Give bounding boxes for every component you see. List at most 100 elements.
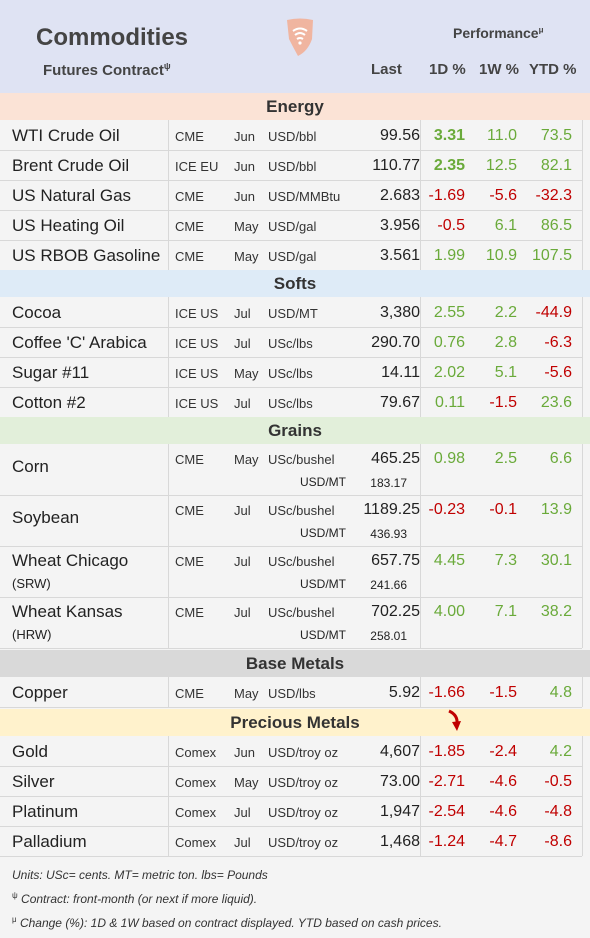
contract-month: Jul	[234, 805, 251, 820]
commodity-name: Silver	[12, 772, 55, 791]
change-1w: 2.2	[494, 304, 517, 321]
change-1d: -1.85	[428, 743, 465, 760]
last-price: 110.77	[372, 157, 420, 174]
change-1d: -2.54	[428, 803, 465, 820]
subtitle-text: Futures Contract	[43, 62, 164, 79]
exchange: Comex	[175, 835, 217, 850]
table-row: Copper CME May USD/lbs 5.92 -1.66 -1.5 4.8	[0, 677, 590, 707]
contract-month: Jul	[234, 396, 251, 411]
change-1d: 4.45	[433, 552, 465, 569]
commodity-name: Cotton #2	[12, 393, 86, 412]
exchange: ICE US	[175, 396, 219, 411]
column-divider	[582, 444, 583, 648]
table-row: Soybean CME Jul USc/bushel 1189.25 USD/MT 436.…	[0, 495, 590, 546]
change-1d: 0.98	[433, 450, 465, 467]
change-1d: 0.76	[433, 334, 465, 351]
column-divider	[168, 120, 169, 270]
note-change-sym: μ	[12, 915, 17, 924]
col-1w: 1W %	[479, 61, 520, 78]
last-price: 1,947	[379, 803, 420, 820]
commodity-name: Coffee 'C' Arabica	[12, 333, 147, 352]
last-price: 4,607	[379, 743, 420, 760]
row-separator	[0, 707, 582, 708]
exchange: CME	[175, 249, 204, 264]
change-1d: 3.31	[433, 127, 465, 144]
table-row: WTI Crude Oil CME Jun USD/bbl 99.56 3.31 11.0 7…	[0, 120, 590, 150]
commodity-name: US RBOB Gasoline	[12, 246, 161, 265]
exchange: CME	[175, 554, 204, 569]
row-separator	[0, 210, 582, 211]
commodity-name: Sugar #11	[12, 363, 90, 382]
change-1w: 6.1	[494, 217, 517, 234]
unit: USD/bbl	[268, 129, 317, 144]
note-contract: ψ Contract: front-month (or next if more…	[12, 891, 257, 906]
contract-month: May	[234, 452, 259, 467]
row-separator	[0, 387, 582, 388]
change-ytd: -8.6	[544, 833, 572, 850]
table-row: US Natural Gas CME Jun USD/MMBtu 2.683 -1.69 -…	[0, 180, 590, 210]
last-price: 1,468	[379, 833, 420, 850]
last-price: 2.683	[379, 187, 420, 204]
last-price: 99.56	[379, 127, 420, 144]
table-row: Wheat Chicago (SRW) CME Jul USc/bushel 657.75…	[0, 546, 590, 597]
change-1d: -2.71	[428, 773, 465, 790]
change-1d: -1.66	[428, 684, 465, 701]
table-row: Corn CME May USc/bushel 465.25 USD/MT 183.17 0.…	[0, 444, 590, 495]
contract-month: Jun	[234, 189, 255, 204]
commodity-name: Soybean	[12, 508, 80, 527]
table-row: US RBOB Gasoline CME May USD/gal 3.561 1.99 10…	[0, 240, 590, 270]
change-ytd: 73.5	[540, 127, 572, 144]
column-divider	[420, 120, 421, 270]
change-1w: -4.7	[489, 833, 517, 850]
unit: USc/bushel	[268, 554, 335, 569]
unit: USc/lbs	[268, 396, 313, 411]
contract-month: Jul	[234, 835, 251, 850]
change-1w: -2.4	[489, 743, 517, 760]
row-separator	[0, 796, 582, 797]
exchange: CME	[175, 686, 204, 701]
contract-month: May	[234, 219, 259, 234]
unit: USD/troy oz	[268, 745, 339, 760]
exchange: ICE US	[175, 336, 219, 351]
table-row: Cocoa ICE US Jul USD/MT 3,380 2.55 2.2 -44.9	[0, 297, 590, 327]
column-divider	[168, 297, 169, 417]
table-row: Gold Comex Jun USD/troy oz 4,607 -1.85 -2.4 4.2	[0, 736, 590, 766]
row-separator	[0, 180, 582, 181]
section-header-softs: Softs	[0, 270, 590, 297]
performance-sup: μ	[538, 25, 544, 35]
commodity-subname: (SRW)	[12, 576, 51, 591]
unit: USc/bushel	[268, 452, 335, 467]
exchange: CME	[175, 503, 204, 518]
page-subtitle: Futures Contractψ	[43, 61, 171, 79]
change-ytd: 23.6	[540, 394, 572, 411]
change-ytd: 6.6	[549, 450, 572, 467]
change-ytd: 30.1	[540, 552, 572, 569]
column-divider	[420, 736, 421, 856]
table-row: Silver Comex May USD/troy oz 73.00 -2.71 -4.6 -…	[0, 766, 590, 796]
last-price-secondary: 258.01	[370, 629, 407, 643]
last-price: 3.956	[379, 217, 420, 234]
commodity-name: Platinum	[12, 802, 79, 821]
change-ytd: -6.3	[544, 334, 572, 351]
change-1d: -1.24	[428, 833, 465, 850]
commodity-name: US Natural Gas	[12, 186, 132, 205]
column-divider	[168, 677, 169, 707]
table-row: Cotton #2 ICE US Jul USc/lbs 79.67 0.11 -1.5 23…	[0, 387, 590, 417]
last-price: 1189.25	[363, 501, 420, 518]
change-1w: -0.1	[489, 501, 517, 518]
commodity-name: Brent Crude Oil	[12, 156, 130, 175]
note-contract-sym: ψ	[12, 891, 18, 900]
table-row: Sugar #11 ICE US May USc/lbs 14.11 2.02 5.1 -5.…	[0, 357, 590, 387]
contract-month: Jul	[234, 554, 251, 569]
exchange: CME	[175, 605, 204, 620]
change-ytd: -0.5	[544, 773, 572, 790]
change-1w: -5.6	[489, 187, 517, 204]
section-header-energy: Energy	[0, 93, 590, 120]
row-separator	[0, 826, 582, 827]
commodity-name: Corn	[12, 457, 49, 476]
last-price: 657.75	[371, 552, 420, 569]
unit: USD/MT	[268, 306, 318, 321]
col-ytd: YTD %	[529, 61, 577, 78]
commodity-name: Wheat Kansas	[12, 602, 123, 621]
wifi-shield-logo-icon	[287, 18, 313, 56]
